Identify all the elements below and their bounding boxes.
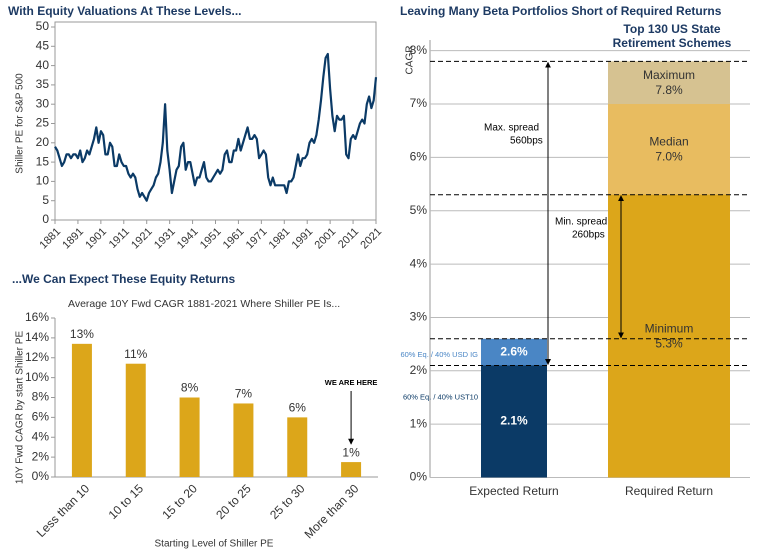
y-axis-label: 10Y Fwd CAGR by start Shiller PE	[15, 331, 26, 485]
y-tick-label: 50	[36, 19, 50, 33]
y-tick-label: 4%	[32, 429, 50, 443]
y-tick-label: 5	[42, 193, 49, 207]
chart-title: Leaving Many Beta Portfolios Short of Re…	[400, 4, 722, 18]
y-tick-label: 40	[36, 58, 50, 72]
value-label: 6%	[289, 401, 307, 415]
x-tick-label: Expected Return	[469, 484, 558, 498]
x-tick-label: Required Return	[625, 484, 713, 498]
y-tick-label: 4%	[410, 256, 428, 270]
value-label: 11%	[124, 347, 147, 361]
series-label: Minimum	[645, 321, 694, 335]
x-tick-label: 25 to 30	[267, 481, 308, 522]
y-tick-label: 0	[42, 212, 49, 226]
y-tick-label: 14%	[25, 330, 49, 344]
annotation: 560bps	[510, 136, 543, 147]
x-tick-label: 1961	[221, 226, 247, 252]
x-tick-label: 1951	[198, 226, 224, 252]
bar-segment	[481, 365, 547, 478]
bar	[233, 403, 254, 477]
x-tick-label: 1901	[83, 226, 109, 252]
bar	[71, 343, 92, 477]
y-tick-label: 8%	[410, 43, 428, 57]
y-tick-label: 8%	[32, 390, 50, 404]
y-tick-label: 0%	[32, 469, 50, 483]
y-tick-label: 5%	[410, 203, 428, 217]
bar	[179, 397, 200, 477]
x-tick-label: 1881	[37, 226, 63, 252]
x-tick-label: Less than 10	[34, 481, 93, 540]
y-tick-label: 2%	[410, 363, 428, 377]
annotation: 260bps	[572, 230, 605, 241]
pe-line	[54, 52, 378, 202]
value-label: 2.6%	[500, 344, 528, 358]
y-tick-label: 1%	[410, 416, 428, 430]
x-tick-label: 2011	[336, 226, 361, 251]
x-tick-label: 1931	[152, 226, 178, 252]
value-label: 8%	[181, 381, 199, 395]
chart-subtitle: Average 10Y Fwd CAGR 1881-2021 Where Shi…	[68, 298, 340, 310]
x-tick-label: 10 to 15	[106, 481, 147, 522]
x-axis-label: Starting Level of Shiller PE	[155, 539, 274, 550]
y-tick-label: 45	[36, 38, 50, 52]
y-tick-label: 12%	[25, 350, 49, 364]
bar	[125, 363, 146, 477]
y-axis-label: Shiller PE for S&P 500	[15, 73, 26, 174]
value-label: 2.1%	[500, 414, 528, 428]
y-tick-label: 30	[36, 96, 50, 110]
x-tick-label: 2021	[358, 226, 384, 252]
chart-title: With Equity Valuations At These Levels..…	[8, 4, 242, 18]
y-tick-label: 6%	[410, 150, 428, 164]
y-tick-label: 25	[36, 116, 50, 130]
y-tick-label: 10%	[25, 370, 49, 384]
chart-subtitle: Top 130 US State	[623, 22, 720, 36]
y-tick-label: 3%	[410, 310, 428, 324]
x-tick-label: 1971	[244, 226, 270, 252]
chart-title: ...We Can Expect These Equity Returns	[12, 272, 235, 286]
plot-frame	[54, 21, 377, 221]
value-label: 7.8%	[655, 83, 683, 97]
x-tick-label: 20 to 25	[213, 481, 254, 522]
value-label: 1%	[342, 445, 360, 459]
x-tick-label: 1911	[107, 226, 132, 251]
y-tick-label: 0%	[410, 470, 428, 484]
x-tick-label: 15 to 20	[159, 481, 200, 522]
value-label: 13%	[70, 327, 94, 341]
value-label: 5.3%	[655, 336, 683, 350]
annotation: Max. spread	[484, 123, 539, 134]
x-tick-label: 2001	[313, 226, 339, 252]
y-tick-label: 6%	[32, 410, 50, 424]
value-label: 7%	[235, 387, 253, 401]
series-label: Median	[649, 135, 688, 149]
y-tick-label: 35	[36, 77, 50, 91]
x-tick-label: 1921	[129, 226, 155, 252]
value-label: 7.0%	[655, 150, 683, 164]
y-tick-label: 7%	[410, 96, 428, 110]
y-tick-label: 15	[36, 154, 50, 168]
annotation: Min. spread	[555, 217, 607, 228]
x-tick-label: 1891	[60, 226, 86, 252]
x-tick-label: More than 30	[302, 481, 362, 541]
chart-subtitle: Retirement Schemes	[613, 36, 732, 50]
y-tick-label: 10	[36, 174, 50, 188]
bar	[341, 462, 362, 477]
bar-segment	[608, 194, 730, 478]
x-tick-label: 1991	[290, 226, 316, 252]
annotation: WE ARE HERE	[325, 378, 378, 387]
y-tick-label: 20	[36, 135, 50, 149]
y-tick-label: 2%	[32, 449, 50, 463]
bar	[287, 417, 308, 477]
series-label: 60% Eq. / 40% USD IG	[400, 350, 478, 359]
x-tick-label: 1941	[175, 226, 201, 252]
series-label: Maximum	[643, 68, 695, 82]
series-label: 60% Eq. / 40% UST10	[403, 392, 478, 401]
x-tick-label: 1981	[267, 226, 293, 252]
y-tick-label: 16%	[25, 310, 49, 324]
y-axis-label: CAGR	[405, 46, 416, 75]
